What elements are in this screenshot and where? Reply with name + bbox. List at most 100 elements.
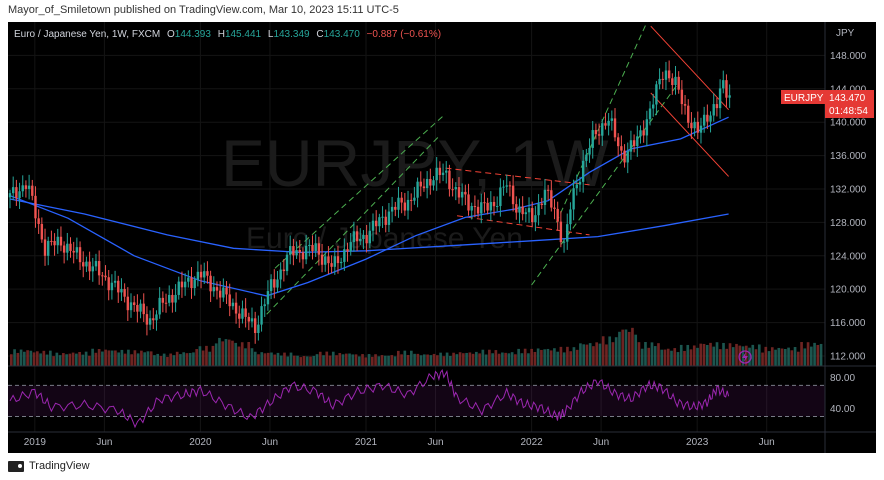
volume-bar (748, 347, 751, 366)
volume-bar (71, 352, 75, 366)
volume-bar (585, 344, 589, 366)
candle (333, 256, 336, 267)
candle (499, 187, 502, 207)
volume-bar (55, 352, 59, 366)
volume-bar (663, 349, 667, 366)
footer: TradingView (8, 458, 90, 474)
candle (639, 130, 642, 137)
volume-bar (774, 349, 777, 366)
volume-bar (692, 345, 696, 366)
candle (43, 239, 47, 256)
volume-bar (819, 343, 823, 366)
candle (664, 70, 668, 80)
candlestick-chart[interactable]: EURJPY, 1W Euro / Japanese Yen 80.0040.0… (8, 22, 876, 453)
volume-bar (488, 349, 491, 366)
volume-bar (318, 351, 322, 366)
volume-bar (605, 344, 608, 366)
candle (355, 231, 359, 242)
volume-bar (403, 350, 407, 366)
candle (18, 191, 21, 199)
candle (559, 221, 563, 243)
volume-bar (579, 343, 582, 366)
candle (413, 197, 416, 201)
candle (295, 249, 298, 256)
price-tick-label: 124.000 (830, 251, 867, 262)
candle (390, 206, 394, 212)
volume-bar (257, 354, 260, 366)
rsi-line (9, 369, 730, 429)
candle (155, 314, 158, 321)
volume-bar (484, 354, 488, 366)
volume-bar (770, 347, 774, 366)
volume-bar (94, 352, 98, 366)
candle (502, 186, 505, 188)
volume-bar (88, 355, 91, 366)
candle (247, 316, 251, 322)
volume-bar (582, 344, 586, 366)
volume-bar (387, 355, 390, 366)
candle (117, 280, 120, 293)
volume-bar (205, 345, 208, 366)
candle (196, 271, 200, 280)
candle (495, 206, 499, 208)
candle (435, 167, 438, 181)
candle (550, 190, 553, 208)
volume-bar (250, 348, 254, 366)
volume-bar (549, 350, 553, 366)
volume-bar (110, 350, 114, 366)
volume-bar (423, 354, 426, 366)
volume-bar (325, 351, 329, 366)
legend-c: 143.470 (324, 29, 361, 40)
candle (266, 291, 270, 305)
volume-bar (130, 354, 133, 366)
volume-bar (806, 342, 810, 366)
candle (473, 206, 477, 208)
axes: 148.000 144.000 140.000 136.000 132.000 128.0… (8, 22, 876, 453)
candle (454, 187, 457, 190)
volume-bar (406, 354, 410, 366)
volume-bar (504, 352, 507, 366)
volume-bar (312, 355, 316, 366)
volume-bar (481, 349, 485, 366)
volume-bar (543, 349, 546, 366)
candle (419, 181, 422, 187)
volume-bar (218, 337, 221, 366)
volume-bar (182, 352, 186, 366)
volume-bar (143, 352, 146, 366)
volume-bar (683, 350, 686, 366)
candle (460, 191, 464, 198)
candle (132, 302, 136, 306)
volume-bar (65, 354, 68, 366)
volume-bar (621, 329, 625, 366)
volume-bar (637, 342, 641, 366)
volume-bar (601, 336, 605, 366)
candle (585, 154, 588, 161)
volume-bar (400, 354, 403, 366)
lightning-icon[interactable] (738, 350, 752, 364)
volume-bar (58, 355, 62, 366)
candle (206, 271, 209, 276)
candle (537, 203, 540, 216)
volume-bar (754, 349, 758, 366)
candle (597, 134, 601, 136)
candle (72, 250, 75, 253)
legend-l-label: L (268, 29, 274, 40)
legend-o-label: O (167, 29, 175, 40)
candle (289, 246, 292, 255)
candle (346, 249, 349, 252)
volume-bar (494, 350, 498, 366)
volume-bar (670, 350, 673, 366)
volume-bar (322, 355, 325, 366)
candle (241, 308, 244, 319)
ma-slow-line (9, 198, 729, 254)
candle (231, 302, 235, 307)
candle (263, 304, 266, 307)
candle (177, 281, 180, 295)
volume-bar (341, 354, 345, 366)
volume-bar (689, 349, 693, 366)
volume-bar (104, 349, 107, 366)
volume-bar (793, 347, 797, 366)
volume-bar (81, 354, 85, 366)
candle (464, 191, 467, 195)
candle (336, 256, 340, 264)
